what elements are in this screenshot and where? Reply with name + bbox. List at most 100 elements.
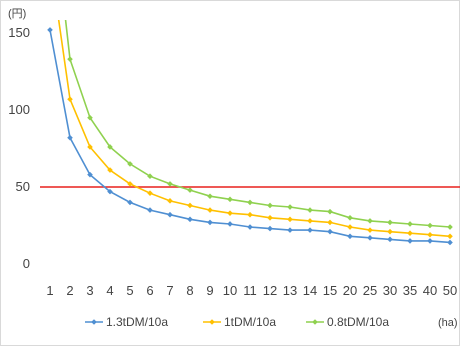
x-tick-label: 40 <box>423 283 437 298</box>
data-point-1-3tdm-10a <box>367 235 373 241</box>
data-point-1tdm-10a <box>307 218 313 224</box>
x-tick-label: 4 <box>106 283 113 298</box>
data-point-1-3tdm-10a <box>187 216 193 223</box>
data-point-1-3tdm-10a <box>307 227 313 233</box>
data-point-0-8tdm-10a <box>127 161 133 167</box>
data-point-1tdm-10a <box>227 210 233 216</box>
data-point-0-8tdm-10a <box>267 202 273 209</box>
x-tick-label: 12 <box>263 283 277 298</box>
legend-marker <box>91 319 97 325</box>
data-point-1tdm-10a <box>267 215 273 221</box>
data-point-1-3tdm-10a <box>67 134 73 141</box>
data-point-1-3tdm-10a <box>287 227 293 233</box>
data-point-1tdm-10a <box>127 181 133 187</box>
data-point-1tdm-10a <box>327 219 333 226</box>
x-tick-label: 7 <box>166 283 173 298</box>
data-point-1tdm-10a <box>407 230 413 236</box>
data-point-1-3tdm-10a <box>87 171 93 178</box>
x-tick-label: 13 <box>283 283 297 298</box>
data-point-0-8tdm-10a <box>207 193 213 200</box>
x-unit-label: (ha) <box>438 317 458 329</box>
data-point-1tdm-10a <box>247 211 253 218</box>
data-point-0-8tdm-10a <box>367 218 373 224</box>
legend-label: 0.8tDM/10a <box>327 315 389 329</box>
data-point-0-8tdm-10a <box>87 114 93 121</box>
x-tick-label: 35 <box>403 283 417 298</box>
data-point-1-3tdm-10a <box>267 225 273 232</box>
data-point-1tdm-10a <box>367 227 373 233</box>
y-tick-label: 150 <box>8 25 30 40</box>
data-point-1-3tdm-10a <box>167 211 173 218</box>
y-tick-label: 0 <box>23 256 30 271</box>
data-point-1-3tdm-10a <box>247 224 253 230</box>
data-point-1tdm-10a <box>207 207 213 213</box>
data-point-1-3tdm-10a <box>347 233 353 240</box>
data-point-1tdm-10a <box>147 190 153 196</box>
legend-marker <box>209 319 215 325</box>
data-point-0-8tdm-10a <box>147 173 153 180</box>
data-point-1-3tdm-10a <box>427 238 433 244</box>
data-point-1tdm-10a <box>187 202 193 209</box>
data-point-1tdm-10a <box>287 216 293 223</box>
x-axis-ticks: 1 2 3 4 5 6 7 8 9 10 11 12 13 14 15 20 25 30 35 40 50 <box>46 283 457 298</box>
data-point-0-8tdm-10a <box>387 219 393 226</box>
x-tick-label: 11 <box>243 283 257 298</box>
data-point-1tdm-10a <box>447 233 453 240</box>
x-tick-label: 2 <box>66 283 73 298</box>
data-point-0-8tdm-10a <box>187 187 193 193</box>
data-point-1-3tdm-10a <box>47 27 53 33</box>
data-point-0-8tdm-10a <box>427 222 433 229</box>
data-point-1-3tdm-10a <box>147 207 153 213</box>
data-point-0-8tdm-10a <box>287 204 293 210</box>
data-point-1-3tdm-10a <box>447 239 453 246</box>
y-unit-label: (円) <box>8 8 26 20</box>
x-tick-label: 1 <box>46 283 53 298</box>
data-point-1tdm-10a <box>427 231 433 238</box>
data-point-1tdm-10a <box>87 144 93 150</box>
x-tick-label: 6 <box>146 283 153 298</box>
legend: 1.3tDM/10a 1tDM/10a 0.8tDM/10a <box>85 315 389 329</box>
data-point-0-8tdm-10a <box>67 56 73 62</box>
legend-marker <box>312 319 318 325</box>
data-point-1tdm-10a <box>67 96 73 103</box>
x-tick-label: 14 <box>303 283 317 298</box>
series-layer <box>47 20 453 246</box>
legend-label: 1.3tDM/10a <box>106 315 168 329</box>
x-tick-label: 50 <box>443 283 457 298</box>
data-point-1-3tdm-10a <box>127 199 133 206</box>
data-point-0-8tdm-10a <box>447 224 453 230</box>
data-point-1tdm-10a <box>107 167 113 173</box>
x-tick-label: 10 <box>223 283 237 298</box>
x-tick-label: 30 <box>383 283 397 298</box>
data-point-1-3tdm-10a <box>327 228 333 235</box>
data-point-0-8tdm-10a <box>347 215 353 221</box>
data-point-1-3tdm-10a <box>227 221 233 227</box>
y-tick-label: 50 <box>16 179 30 194</box>
data-point-1-3tdm-10a <box>107 188 113 195</box>
x-tick-label: 15 <box>323 283 337 298</box>
data-point-0-8tdm-10a <box>247 199 253 206</box>
legend-label: 1tDM/10a <box>224 315 276 329</box>
data-point-0-8tdm-10a <box>327 208 333 215</box>
x-tick-label: 20 <box>343 283 357 298</box>
x-tick-label: 9 <box>206 283 213 298</box>
data-point-1-3tdm-10a <box>387 236 393 243</box>
data-point-1tdm-10a <box>387 228 393 235</box>
x-tick-label: 8 <box>186 283 193 298</box>
data-point-0-8tdm-10a <box>107 144 113 150</box>
data-point-1-3tdm-10a <box>407 238 413 244</box>
x-tick-label: 5 <box>126 283 133 298</box>
data-point-0-8tdm-10a <box>307 207 313 213</box>
data-point-0-8tdm-10a <box>407 221 413 227</box>
y-axis-ticks: 0 50 100 150 <box>8 25 30 271</box>
data-point-1tdm-10a <box>347 224 353 230</box>
y-tick-label: 100 <box>8 102 30 117</box>
data-point-0-8tdm-10a <box>227 196 233 203</box>
data-point-0-8tdm-10a <box>167 181 173 187</box>
x-tick-label: 3 <box>86 283 93 298</box>
data-point-1tdm-10a <box>167 198 173 204</box>
data-point-1-3tdm-10a <box>207 219 213 226</box>
